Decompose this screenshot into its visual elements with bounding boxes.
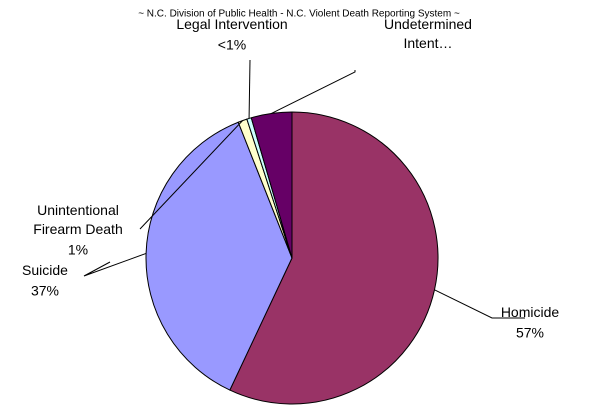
pie-slice: [229, 111, 439, 405]
slice-label: Unintentional Firearm Death: [33, 202, 122, 237]
value-label: 1%: [68, 242, 88, 258]
value-label: <1%: [218, 37, 246, 53]
leader-line: [271, 70, 356, 114]
value-label: 57%: [516, 325, 544, 341]
leader-line: [139, 120, 243, 230]
slice-label: Undetermined Intent…: [384, 16, 472, 51]
slice-label: Suicide: [22, 262, 68, 278]
leader-line: [434, 289, 525, 319]
slice-label: Legal Intervention: [176, 16, 287, 32]
slice-label: Homicide: [501, 304, 560, 320]
value-label: 37%: [31, 283, 59, 299]
leader-line: [248, 59, 251, 119]
pie-slice: [145, 121, 293, 391]
chart-title: ~ N.C. Division of Public Health - N.C. …: [138, 9, 460, 20]
leader-line: [83, 252, 147, 277]
pie-slice: [250, 111, 293, 259]
